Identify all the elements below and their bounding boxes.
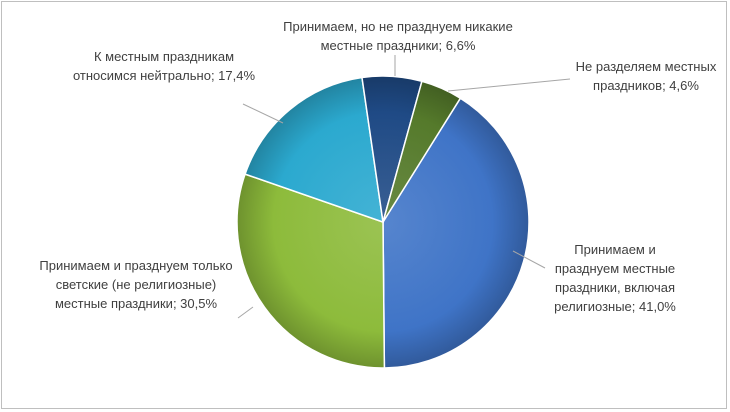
slice-neutral bbox=[244, 76, 384, 224]
data-label-neutral: К местным праздникам относимся нейтральн… bbox=[72, 49, 256, 83]
leader-secular-only bbox=[237, 306, 254, 319]
data-label-secular-only: Принимаем и празднуем только светские (н… bbox=[39, 258, 233, 311]
data-label-religious: Принимаем и празднуем местные праздники,… bbox=[554, 242, 676, 314]
pie-slices bbox=[236, 75, 530, 369]
slice-not-share bbox=[382, 80, 462, 223]
slice-religious bbox=[382, 97, 530, 369]
data-label-accept-not-celebrate: Принимаем, но не празднуем никакие местн… bbox=[283, 19, 513, 53]
leader-religious bbox=[512, 250, 546, 269]
data-label-not-share: Не разделяем местных праздников; 4,6% bbox=[575, 59, 717, 93]
leader-lines bbox=[237, 55, 571, 319]
leader-not-share bbox=[447, 78, 571, 92]
slice-secular-only bbox=[236, 173, 386, 369]
leader-neutral bbox=[242, 103, 284, 124]
